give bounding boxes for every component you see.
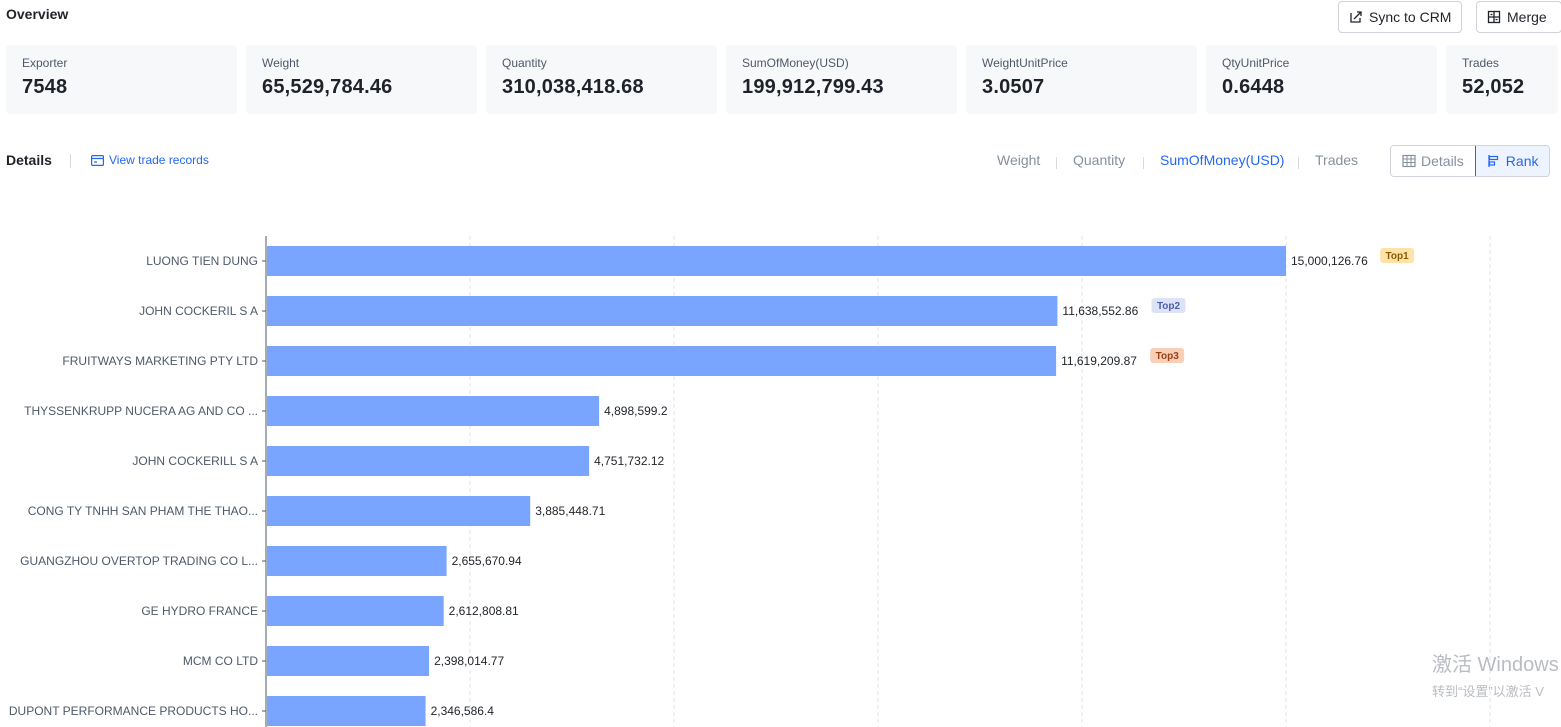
category-label: MCM CO LTD (183, 654, 258, 668)
rank-view-button[interactable]: Rank (1474, 146, 1550, 176)
bar[interactable] (267, 346, 1057, 376)
stat-trades: Trades 52,052 (1446, 45, 1558, 114)
rank-badge-label: Top3 (1156, 351, 1180, 362)
value-label: 2,346,586.4 (431, 704, 495, 718)
card-icon (91, 154, 104, 166)
view-toggle: Details Rank (1390, 145, 1551, 177)
category-label: DUPONT PERFORMANCE PRODUCTS HO... (9, 704, 258, 718)
bar[interactable] (267, 546, 447, 576)
divider (70, 154, 71, 168)
category-label: FRUITWAYS MARKETING PTY LTD (62, 354, 258, 368)
sync-to-crm-label: Sync to CRM (1369, 9, 1452, 25)
merge-button[interactable]: Merge (1476, 1, 1561, 33)
rank-view-label: Rank (1505, 153, 1539, 169)
merge-label: Merge (1507, 9, 1547, 25)
stat-value: 0.6448 (1222, 76, 1285, 98)
windows-activation-watermark: 激活 Windows 转到“设置”以激活 V (1432, 648, 1559, 700)
stat-value: 3.0507 (982, 76, 1045, 98)
stat-label: SumOfMoney(USD) (742, 56, 849, 70)
value-label: 15,000,126.76 (1291, 254, 1368, 268)
export-icon (1350, 11, 1362, 23)
stat-label: Weight (262, 56, 300, 70)
category-label: JOHN COCKERILL S A (132, 454, 258, 468)
rank-badge (1151, 298, 1186, 313)
tab-quantity[interactable]: Quantity (1073, 152, 1126, 168)
stat-value: 310,038,418.68 (502, 76, 644, 98)
value-label: 4,751,732.12 (594, 454, 664, 468)
stat-value: 7548 (22, 76, 68, 98)
bar[interactable] (267, 496, 531, 526)
stat-quantity: Quantity 310,038,418.68 (486, 45, 717, 114)
value-label: 4,898,599.2 (604, 404, 668, 418)
view-trade-records-link[interactable]: View trade records (91, 153, 209, 167)
rank-icon (1488, 155, 1498, 167)
bar[interactable] (267, 396, 600, 426)
value-label: 11,619,209.87 (1061, 354, 1137, 368)
divider (1056, 157, 1057, 169)
bar[interactable] (267, 696, 426, 726)
rank-badge (1380, 248, 1415, 263)
sync-to-crm-button[interactable]: Sync to CRM (1338, 1, 1463, 33)
category-label: GE HYDRO FRANCE (141, 604, 258, 618)
stat-qty-unit-price: QtyUnitPrice 0.6448 (1206, 45, 1437, 114)
stat-value: 65,529,784.46 (262, 76, 393, 98)
category-label: LUONG TIEN DUNG (146, 254, 258, 268)
tab-weight[interactable]: Weight (997, 152, 1041, 168)
stat-label: Exporter (22, 56, 68, 70)
overview-stats: Exporter 7548 Weight 65,529,784.46 Quant… (6, 45, 1558, 114)
value-label: 2,655,670.94 (452, 554, 522, 568)
category-label: GUANGZHOU OVERTOP TRADING CO L... (20, 554, 258, 568)
bar[interactable] (267, 596, 444, 626)
stat-value: 52,052 (1462, 76, 1525, 98)
details-view-button[interactable]: Details (1391, 146, 1475, 176)
category-label: CONG TY TNHH SAN PHAM THE THAO... (28, 504, 258, 518)
value-label: 2,398,014.77 (434, 654, 504, 668)
watermark-line-1: 激活 Windows (1432, 654, 1559, 676)
stat-weight-unit-price: WeightUnitPrice 3.0507 (966, 45, 1197, 114)
stat-label: WeightUnitPrice (982, 56, 1068, 70)
stat-label: QtyUnitPrice (1222, 56, 1290, 70)
details-view-label: Details (1421, 153, 1464, 169)
stat-weight: Weight 65,529,784.46 (246, 45, 477, 114)
bar[interactable] (267, 646, 430, 676)
stat-label: Trades (1462, 56, 1499, 70)
bar[interactable] (267, 246, 1287, 276)
stat-exporter: Exporter 7548 (6, 45, 237, 114)
overview-title: Overview (6, 6, 69, 22)
category-label: JOHN COCKERIL S A (139, 304, 258, 318)
stat-value: 199,912,799.43 (742, 76, 884, 98)
merge-icon (1487, 10, 1501, 24)
table-icon (1402, 154, 1416, 168)
rank-badge (1150, 348, 1185, 363)
value-label: 2,612,808.81 (449, 604, 519, 618)
tab-sum-of-money[interactable]: SumOfMoney(USD) (1160, 152, 1285, 168)
watermark-line-2: 转到“设置”以激活 V (1432, 684, 1544, 699)
tab-trades[interactable]: Trades (1315, 152, 1359, 168)
category-label: THYSSENKRUPP NUCERA AG AND CO ... (24, 404, 258, 418)
view-trade-records-label: View trade records (109, 153, 209, 167)
stat-label: Quantity (502, 56, 547, 70)
value-label: 11,638,552.86 (1062, 304, 1138, 318)
rank-bar-chart: LUONG TIEN DUNG 15,000,126.76 Top1 JOHN COC… (9, 236, 1491, 727)
value-label: 3,885,448.71 (535, 504, 605, 518)
rank-badge-label: Top2 (1157, 301, 1181, 312)
divider (1298, 157, 1299, 169)
bar[interactable] (267, 296, 1058, 326)
bar[interactable] (267, 446, 590, 476)
details-title: Details (6, 152, 52, 168)
rank-badge-label: Top1 (1386, 251, 1410, 262)
stat-sum-of-money: SumOfMoney(USD) 199,912,799.43 (726, 45, 957, 114)
divider (1143, 157, 1144, 169)
